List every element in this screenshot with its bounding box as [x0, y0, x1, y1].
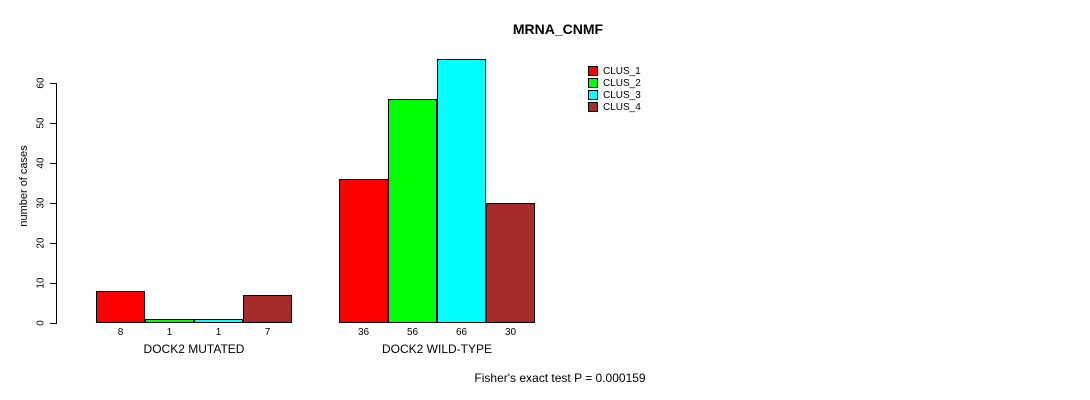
legend-label: CLUS_1: [603, 65, 641, 77]
bar-CLUS_3: [194, 319, 243, 323]
legend-label: CLUS_2: [603, 77, 641, 89]
group-label: DOCK2 MUTATED: [143, 342, 245, 356]
y-axis-tick: [50, 123, 57, 124]
bar-CLUS_2: [388, 99, 437, 323]
y-axis-tick-label: 40: [35, 157, 47, 169]
bar-CLUS_2: [145, 319, 194, 323]
legend-swatch: [588, 78, 598, 88]
fisher-test-annotation: Fisher's exact test P = 0.000159: [474, 371, 646, 385]
legend-item: CLUS_2: [588, 77, 641, 89]
y-axis-tick-label: 30: [35, 197, 47, 209]
legend-swatch: [588, 90, 598, 100]
bar-value-label: 30: [504, 327, 517, 338]
bar-CLUS_3: [437, 59, 486, 323]
legend-item: CLUS_3: [588, 89, 641, 101]
chart-title: MRNA_CNMF: [512, 21, 604, 37]
y-axis-tick-label: 0: [35, 320, 47, 326]
y-axis-tick-label: 20: [35, 237, 47, 249]
y-axis-tick: [50, 243, 57, 244]
y-axis-tick: [50, 283, 57, 284]
legend-swatch: [588, 102, 598, 112]
y-axis-tick-label: 50: [35, 117, 47, 129]
y-axis-tick: [50, 203, 57, 204]
y-axis-tick-label: 60: [35, 77, 47, 89]
legend-swatch: [588, 66, 598, 76]
bar-CLUS_4: [243, 295, 292, 323]
legend-label: CLUS_3: [603, 89, 641, 101]
y-axis-tick: [50, 163, 57, 164]
bar-CLUS_1: [339, 179, 388, 323]
y-axis-tick: [50, 323, 57, 324]
group-label: DOCK2 WILD-TYPE: [381, 342, 493, 356]
bar-value-label: 66: [455, 327, 468, 338]
y-axis-tick-label: 10: [35, 277, 47, 289]
bar-value-label: 56: [406, 327, 419, 338]
bar-value-label: 7: [264, 327, 271, 338]
legend-item: CLUS_4: [588, 101, 641, 113]
legend-label: CLUS_4: [603, 101, 641, 113]
y-axis-tick: [50, 83, 57, 84]
bar-value-label: 1: [166, 327, 173, 338]
legend: CLUS_1 CLUS_2 CLUS_3 CLUS_4: [588, 65, 641, 113]
bar-value-label: 36: [357, 327, 370, 338]
legend-item: CLUS_1: [588, 65, 641, 77]
bar-CLUS_4: [486, 203, 535, 323]
y-axis-label: number of cases: [18, 145, 30, 227]
bar-value-label: 1: [215, 327, 222, 338]
bar-CLUS_1: [96, 291, 145, 323]
bar-value-label: 8: [117, 327, 124, 338]
